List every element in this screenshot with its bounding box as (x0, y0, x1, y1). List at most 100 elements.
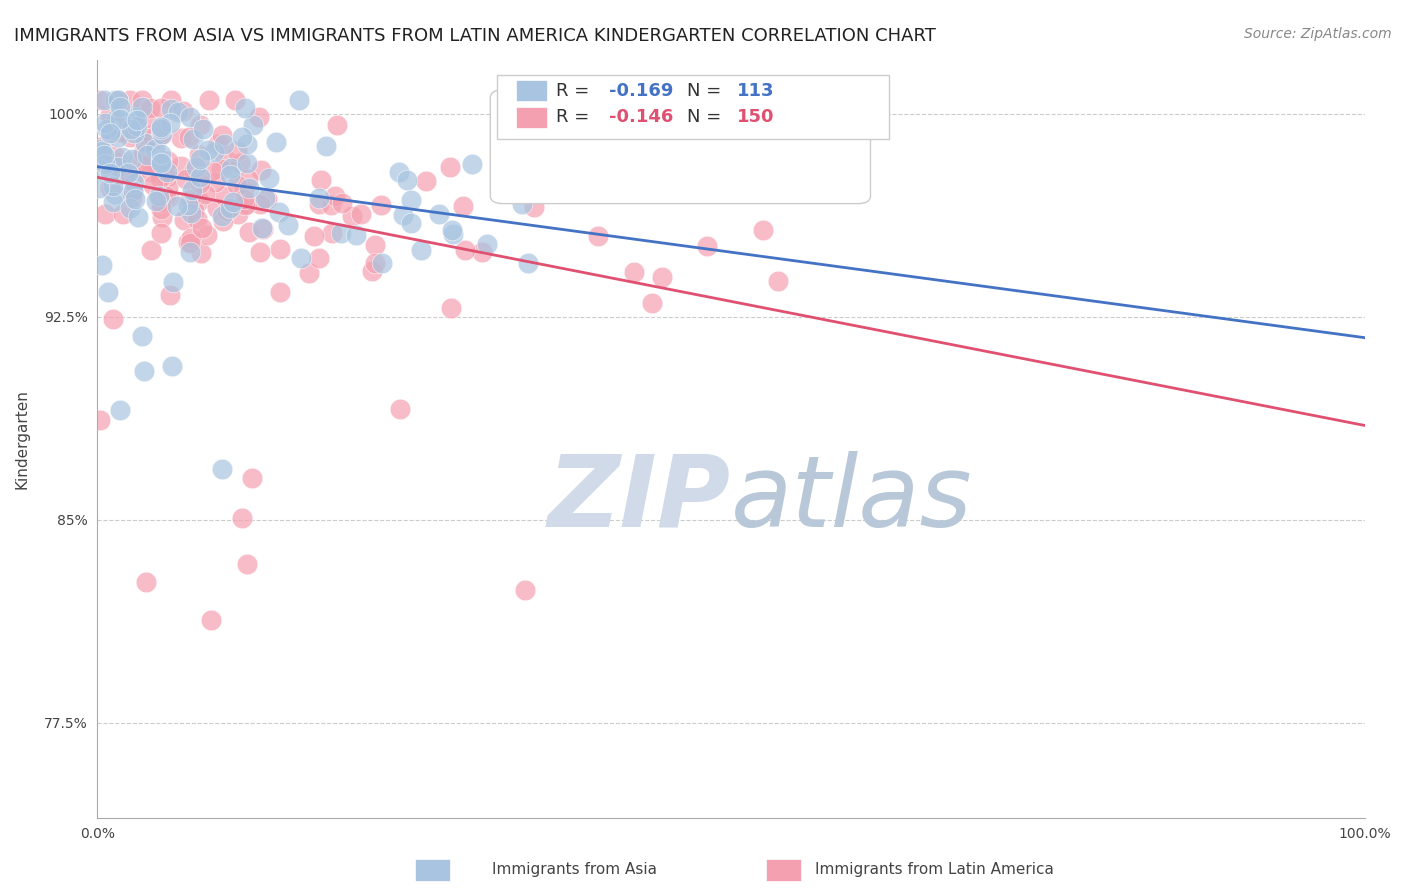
Point (98, 126, 121, 140)
Point (166, 199, 188, 213)
Point (143, 156, 166, 170)
Point (232, 185, 254, 199)
Point (388, 165, 411, 179)
Point (149, 194, 172, 209)
Point (156, 165, 179, 179)
Point (453, 243, 475, 257)
Point (207, 137, 229, 152)
Text: -0.146: -0.146 (609, 108, 673, 126)
Point (131, 328, 153, 343)
Point (183, 132, 205, 146)
Point (427, 207, 450, 221)
Point (233, 197, 256, 211)
Point (105, 112, 128, 126)
Point (222, 194, 245, 209)
Point (149, 125, 172, 139)
Point (269, 242, 291, 256)
Point (218, 201, 240, 215)
Point (641, 296, 664, 310)
Point (93, 93, 115, 107)
Point (240, 471, 263, 485)
Text: 150: 150 (737, 108, 775, 126)
Point (149, 128, 172, 142)
Point (124, 192, 146, 206)
Point (471, 244, 494, 259)
Point (342, 209, 364, 223)
Point (523, 200, 546, 214)
Point (298, 266, 321, 280)
Point (224, 93, 246, 107)
Text: -0.169: -0.169 (609, 82, 673, 100)
Point (768, 274, 790, 288)
Point (155, 168, 177, 182)
Point (166, 104, 188, 119)
Point (91, 144, 114, 158)
Point (513, 582, 536, 597)
Point (134, 140, 156, 154)
Point (135, 112, 157, 126)
Point (235, 196, 257, 211)
Point (302, 228, 325, 243)
Point (169, 159, 191, 173)
Point (148, 189, 170, 203)
Point (326, 118, 349, 132)
Point (122, 185, 145, 199)
Point (101, 179, 124, 194)
Point (91, 139, 114, 153)
Point (121, 153, 143, 167)
Point (181, 183, 204, 197)
Point (139, 101, 162, 115)
Point (155, 188, 177, 202)
Point (104, 187, 127, 202)
Point (179, 192, 201, 206)
Point (107, 93, 129, 107)
Point (219, 161, 242, 176)
Point (162, 275, 184, 289)
Point (135, 144, 157, 158)
Point (97, 153, 120, 168)
Point (131, 100, 153, 114)
Point (249, 196, 271, 211)
Y-axis label: Kindergarten: Kindergarten (15, 389, 30, 489)
Point (311, 173, 333, 187)
Point (231, 129, 253, 144)
Point (190, 246, 212, 260)
Point (253, 191, 276, 205)
Point (250, 162, 273, 177)
Point (101, 195, 124, 210)
Point (135, 153, 157, 167)
Point (157, 190, 180, 204)
Point (399, 193, 422, 207)
Point (159, 93, 181, 107)
Text: Immigrants from Latin America: Immigrants from Latin America (815, 863, 1054, 877)
Point (114, 169, 136, 183)
Point (172, 103, 194, 118)
Point (127, 211, 149, 225)
Point (103, 155, 125, 169)
Point (214, 153, 236, 167)
Point (209, 161, 232, 176)
Point (139, 128, 162, 142)
Point (111, 207, 134, 221)
Point (415, 174, 437, 188)
Point (451, 199, 474, 213)
Point (143, 142, 166, 156)
Point (149, 227, 172, 241)
Point (461, 157, 484, 171)
Point (238, 172, 260, 186)
Point (98, 181, 121, 195)
Point (247, 110, 270, 124)
Point (211, 128, 233, 142)
Point (135, 158, 157, 172)
Point (215, 204, 238, 219)
Point (149, 153, 172, 168)
Point (124, 126, 146, 140)
Point (256, 192, 278, 206)
Point (212, 189, 235, 203)
Point (149, 122, 172, 136)
FancyBboxPatch shape (491, 90, 870, 203)
Point (149, 171, 172, 186)
Point (111, 160, 134, 174)
Point (131, 93, 153, 107)
Point (150, 158, 173, 172)
